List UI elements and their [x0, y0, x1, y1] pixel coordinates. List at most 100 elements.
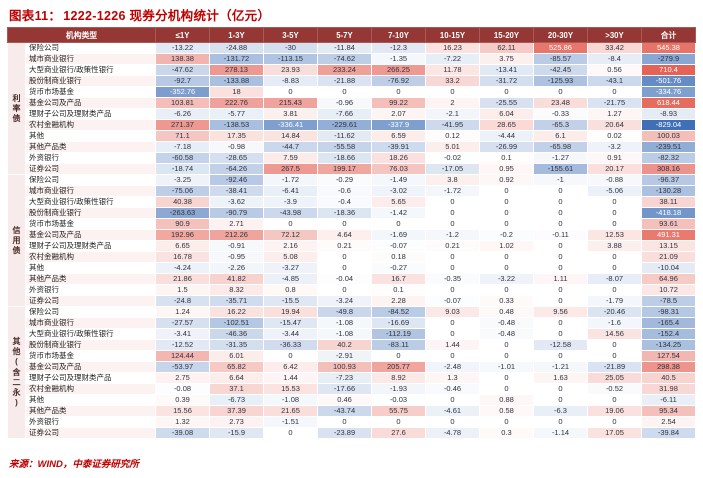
value-cell: 0: [533, 328, 588, 340]
value-cell: -155.61: [533, 163, 588, 175]
value-cell: -125.93: [533, 75, 588, 87]
value-cell: 0: [425, 218, 480, 230]
value-cell: 212.26: [209, 229, 264, 241]
value-cell: -43.98: [263, 207, 318, 219]
value-cell: 15.53: [263, 383, 318, 395]
table-row: 信用债 保险公司 -3.25 -92.46 -1.72 -0.29 -1.49 3.8 0.92…: [7, 174, 696, 307]
value-cell: 5.01: [425, 141, 480, 153]
value-cell: -829.04: [641, 119, 696, 131]
col-header-2: 3-5Y: [263, 27, 318, 43]
value-cell: -82.32: [641, 152, 696, 164]
value-cell: 72.12: [263, 229, 318, 241]
value-cell: 6.65: [155, 240, 210, 252]
value-cell: 0: [371, 86, 426, 98]
table-row: 大型商业银行/政策性银行 -47.62 278.13 23.93 233.24 266.2…: [8, 64, 696, 76]
value-cell: 0: [533, 416, 588, 428]
value-cell: -1.08: [317, 328, 372, 340]
value-cell: 25.05: [587, 372, 642, 384]
value-cell: 95.34: [641, 405, 696, 417]
value-cell: 17.05: [587, 427, 642, 439]
value-cell: -3.27: [263, 262, 318, 274]
value-cell: 0: [587, 196, 642, 208]
value-cell: 545.38: [641, 42, 696, 54]
value-cell: 0: [533, 295, 588, 307]
institution-name: 其他产品类: [25, 405, 156, 417]
value-cell: -16.69: [371, 317, 426, 329]
institution-name: 大型商业银行/政策性银行: [25, 328, 156, 340]
table-row: 股份制商业银行 -263.63 -90.79 -43.98 -18.36 -1.42 0 0 0…: [8, 207, 696, 219]
value-cell: 3.75: [479, 53, 534, 65]
value-cell: 0.95: [479, 163, 534, 175]
value-cell: 13.15: [641, 240, 696, 252]
institution-name: 保险公司: [25, 174, 156, 186]
table-row: 其他 71.1 17.35 14.84 -11.62 6.59 0.12 -4.44 6.1 0.…: [8, 130, 696, 142]
value-cell: 0: [587, 394, 642, 406]
value-cell: 28.65: [479, 119, 534, 131]
value-cell: -352.76: [155, 86, 210, 98]
value-cell: 40.38: [155, 196, 210, 208]
value-cell: 99.22: [371, 97, 426, 109]
value-cell: -4.78: [425, 427, 480, 439]
value-cell: 0: [533, 86, 588, 98]
table-row: 外资银行 1.32 2.73 -1.51 0 0 0 0 0 0 2.54: [8, 416, 696, 428]
value-cell: -18.66: [317, 152, 372, 164]
value-cell: -21.75: [587, 97, 642, 109]
table-row: 大型商业银行/政策性银行 40.38 -3.62 -3.9 -0.4 5.65 0 0 0 0 38…: [8, 196, 696, 208]
institution-name: 外资银行: [25, 284, 156, 296]
value-cell: -5.77: [209, 108, 264, 120]
institution-name: 基金公司及产品: [25, 229, 156, 241]
value-cell: -12.52: [155, 339, 210, 351]
value-cell: 0: [587, 207, 642, 219]
value-cell: 1.11: [533, 273, 588, 285]
table-row: 城市商业银行 138.38 -131.72 -113.15 -74.62 -1.35 -7.…: [8, 53, 696, 65]
value-cell: 0.39: [155, 394, 210, 406]
value-cell: 0: [425, 207, 480, 219]
chart-title: 图表11： 1222-1226 现券分机构统计（亿元）: [9, 5, 270, 24]
value-cell: -7.22: [425, 53, 480, 65]
value-cell: 0: [587, 218, 642, 230]
value-cell: -336.41: [263, 119, 318, 131]
table-row: 其他产品类 21.86 41.82 -4.85 -0.04 16.7 -0.35 -3.22 1…: [8, 273, 696, 285]
value-cell: 0: [587, 284, 642, 296]
value-cell: -0.88: [587, 174, 642, 186]
table-row: 证券公司 -39.08 -15.9 0 -23.89 27.6 -4.78 0.3 -1.14 1…: [8, 427, 696, 439]
value-cell: 0: [425, 350, 480, 362]
value-cell: 37.39: [209, 405, 264, 417]
institution-name: 基金公司及产品: [25, 361, 156, 373]
value-cell: 1.44: [263, 372, 318, 384]
value-cell: -131.72: [209, 53, 264, 65]
value-cell: -0.6: [317, 185, 372, 197]
value-cell: 0: [479, 218, 534, 230]
value-cell: 0: [587, 251, 642, 263]
value-cell: 41.82: [209, 273, 264, 285]
value-cell: 1.44: [425, 339, 480, 351]
value-cell: 0.21: [425, 240, 480, 252]
value-cell: 2.73: [209, 416, 264, 428]
value-cell: -6.11: [641, 394, 696, 406]
table-row: 农村金融机构 -0.08 37.1 15.53 -17.66 -1.93 -0.46 0 0 -0…: [8, 383, 696, 395]
value-cell: 0: [317, 416, 372, 428]
value-cell: -6.41: [263, 185, 318, 197]
value-cell: 17.35: [209, 130, 264, 142]
value-cell: 40.2: [317, 339, 372, 351]
institution-name: 大型商业银行/政策性银行: [25, 196, 156, 208]
value-cell: 215.43: [263, 97, 318, 109]
value-cell: -15.9: [209, 427, 264, 439]
value-cell: -44.7: [263, 141, 318, 153]
value-cell: 18.26: [371, 152, 426, 164]
value-cell: -113.15: [263, 53, 318, 65]
value-cell: 0: [263, 86, 318, 98]
value-cell: 0.3: [479, 427, 534, 439]
value-cell: -1.49: [371, 174, 426, 186]
value-cell: 37.1: [209, 383, 264, 395]
table-row: 其他 0.39 -6.73 -1.08 0.46 -0.03 0 0.88 0 0 -6.11: [8, 394, 696, 406]
value-cell: -418.18: [641, 207, 696, 219]
value-cell: -0.52: [587, 383, 642, 395]
value-cell: 0: [533, 383, 588, 395]
table-row: 外资银行 -60.58 -28.65 7.59 -18.66 18.26 -0.02 0.1-…: [8, 152, 696, 164]
value-cell: 19.94: [263, 306, 318, 318]
value-cell: 0: [533, 185, 588, 197]
value-cell: 0: [317, 218, 372, 230]
value-cell: -0.48: [479, 317, 534, 329]
value-cell: 0.02: [587, 130, 642, 142]
